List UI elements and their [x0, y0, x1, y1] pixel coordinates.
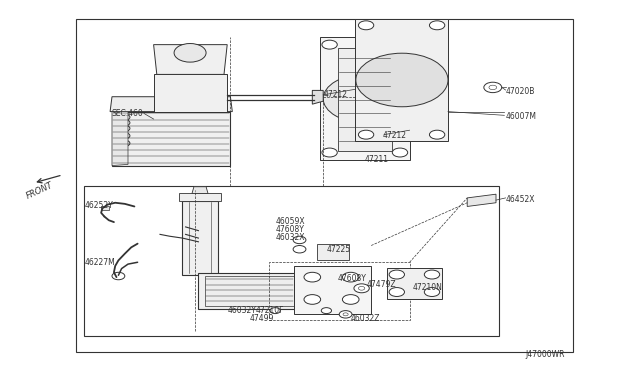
Polygon shape	[112, 112, 230, 166]
Polygon shape	[101, 206, 109, 210]
Bar	[76, 19, 573, 352]
Circle shape	[322, 148, 337, 157]
Text: 47225: 47225	[326, 245, 351, 254]
Polygon shape	[312, 90, 323, 104]
Circle shape	[342, 272, 359, 282]
Circle shape	[321, 308, 332, 314]
Polygon shape	[179, 193, 221, 201]
Circle shape	[120, 133, 130, 139]
Text: 46227M: 46227M	[85, 258, 116, 267]
Circle shape	[429, 21, 445, 30]
Polygon shape	[338, 48, 392, 151]
Polygon shape	[320, 37, 410, 160]
Polygon shape	[192, 187, 208, 193]
Circle shape	[389, 270, 404, 279]
Text: 46059X: 46059X	[275, 217, 305, 226]
Polygon shape	[205, 276, 294, 306]
Polygon shape	[294, 266, 371, 314]
Polygon shape	[110, 97, 232, 112]
Text: 47212: 47212	[383, 131, 407, 140]
Circle shape	[120, 140, 130, 146]
Text: 47479Z: 47479Z	[367, 280, 396, 289]
Circle shape	[270, 308, 280, 314]
Circle shape	[293, 246, 306, 253]
Circle shape	[392, 40, 408, 49]
Circle shape	[322, 40, 337, 49]
Polygon shape	[198, 273, 301, 309]
Circle shape	[356, 53, 448, 107]
Polygon shape	[387, 268, 442, 299]
Circle shape	[120, 114, 130, 120]
Text: 47020B: 47020B	[506, 87, 535, 96]
Text: 46007M: 46007M	[506, 112, 536, 121]
Polygon shape	[112, 112, 128, 166]
Text: 46032Y: 46032Y	[227, 306, 256, 315]
Bar	[84, 186, 499, 336]
Text: 47210F: 47210F	[256, 306, 285, 315]
Bar	[269, 262, 410, 320]
Circle shape	[424, 288, 440, 296]
Circle shape	[392, 148, 408, 157]
Polygon shape	[182, 201, 218, 275]
Text: 47211: 47211	[365, 155, 388, 164]
Text: 46452X: 46452X	[506, 195, 535, 203]
Circle shape	[174, 44, 206, 62]
Circle shape	[358, 21, 374, 30]
Circle shape	[120, 125, 130, 131]
Circle shape	[429, 130, 445, 139]
Text: J47000WR: J47000WR	[525, 350, 564, 359]
Circle shape	[339, 311, 352, 318]
Text: 47210N: 47210N	[413, 283, 443, 292]
Circle shape	[354, 284, 369, 293]
Polygon shape	[154, 74, 227, 112]
Polygon shape	[154, 45, 227, 74]
Circle shape	[323, 74, 406, 123]
Text: 46032Z: 46032Z	[351, 314, 380, 323]
Text: 47608Y: 47608Y	[337, 274, 366, 283]
Polygon shape	[317, 244, 349, 260]
Text: 46032X: 46032X	[275, 233, 305, 242]
Circle shape	[304, 272, 321, 282]
Text: 47212: 47212	[323, 90, 347, 99]
Circle shape	[389, 288, 404, 296]
Circle shape	[342, 295, 359, 304]
Circle shape	[358, 130, 374, 139]
Text: 47499: 47499	[250, 314, 274, 323]
Circle shape	[304, 295, 321, 304]
Circle shape	[424, 270, 440, 279]
Text: 46252Y: 46252Y	[85, 201, 114, 210]
Circle shape	[293, 236, 306, 244]
Circle shape	[112, 272, 125, 280]
Circle shape	[120, 120, 130, 126]
Polygon shape	[355, 19, 448, 141]
Circle shape	[484, 82, 502, 93]
Text: FRONT: FRONT	[25, 180, 54, 201]
Polygon shape	[467, 194, 496, 206]
Text: 47608Y: 47608Y	[275, 225, 304, 234]
Text: SEC.460: SEC.460	[112, 109, 144, 118]
